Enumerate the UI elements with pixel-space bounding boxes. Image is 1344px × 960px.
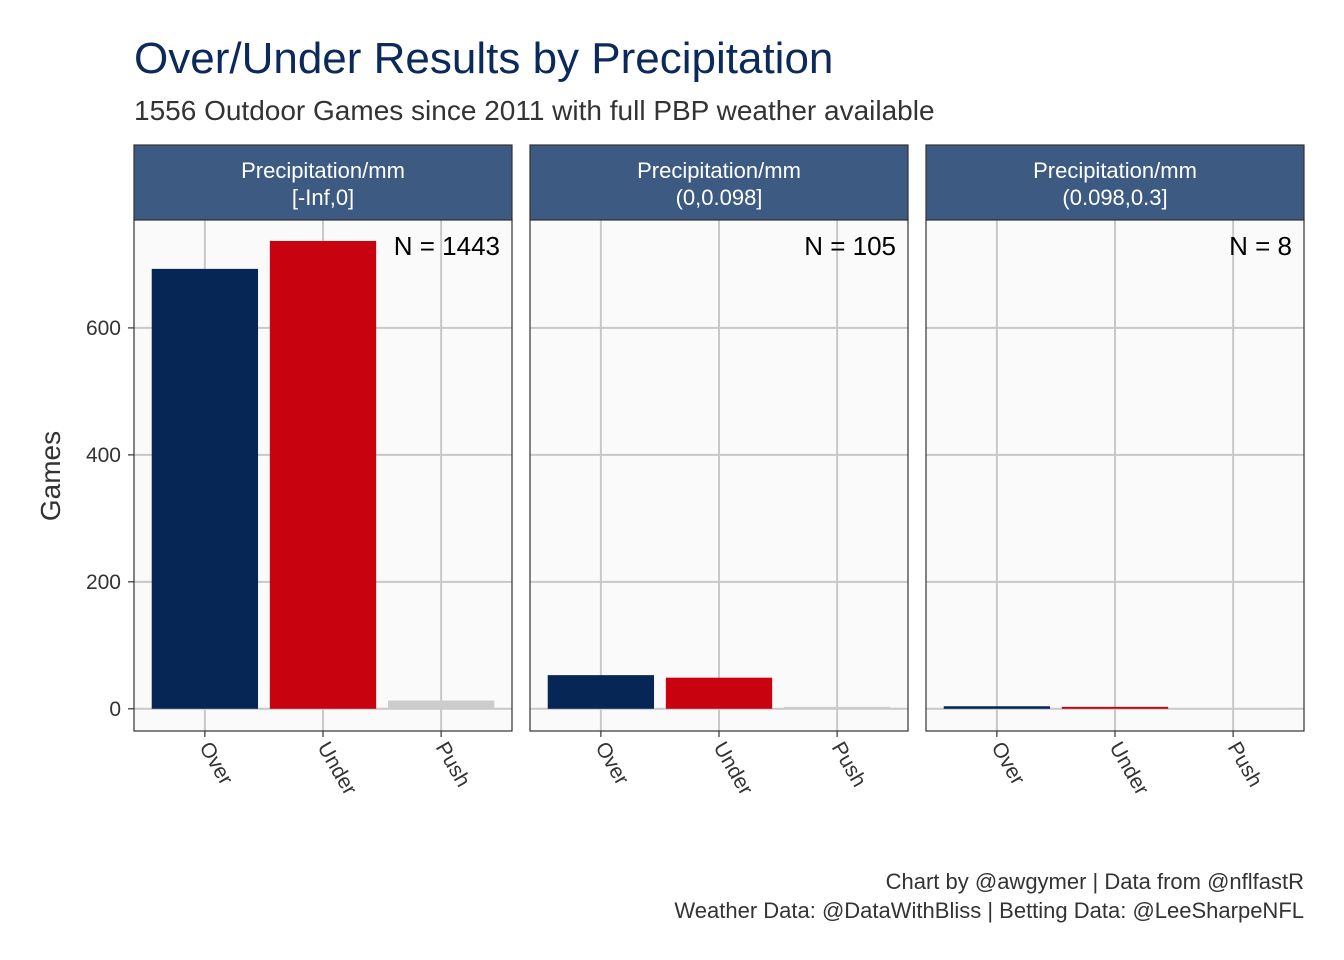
facet-strip-label: (0,0.098]	[676, 185, 763, 210]
y-tick-label: 0	[109, 698, 121, 721]
facet-strip	[133, 144, 513, 221]
bar-under	[1061, 706, 1169, 709]
facet-strip-label: Precipitation/mm	[241, 158, 405, 183]
facet-n-label: N = 8	[1229, 231, 1292, 261]
y-tick-label: 600	[86, 317, 121, 340]
facet-strip-label: [-Inf,0]	[292, 185, 354, 210]
facet-panel-1: Precipitation/mm[-Inf,0] N = 1443 Over Unde…	[133, 144, 513, 799]
facet-strip-label: Precipitation/mm	[637, 158, 801, 183]
facet-panel-2: Precipitation/mm(0,0.098] N = 105 Over Unde…	[529, 144, 909, 799]
facet-n-label: N = 105	[804, 231, 896, 261]
x-tick-label: Under	[313, 738, 362, 799]
x-tick-label: Push	[827, 738, 871, 791]
chart-subtitle: 1556 Outdoor Games since 2011 with full …	[134, 95, 935, 126]
x-tick-label: Over	[987, 738, 1030, 789]
bar-push	[783, 706, 891, 709]
bar-over	[547, 675, 655, 709]
x-tick-label: Over	[591, 738, 634, 789]
x-tick-label: Over	[195, 738, 238, 789]
chart-title: Over/Under Results by Precipitation	[134, 34, 833, 83]
facet-strip	[529, 144, 909, 221]
caption-line-2: Weather Data: @DataWithBliss | Betting D…	[674, 898, 1304, 923]
bar-over	[151, 268, 259, 709]
facet-panel-3: Precipitation/mm(0.098,0.3] N = 8 Over Unde…	[925, 144, 1305, 799]
bar-push	[387, 700, 495, 709]
x-tick-label: Push	[1223, 738, 1267, 791]
x-tick-label: Under	[1105, 738, 1154, 799]
bar-under	[665, 677, 773, 709]
y-tick-label: 400	[86, 444, 121, 467]
caption-line-1: Chart by @awgymer | Data from @nflfastR	[886, 869, 1304, 894]
bar-push	[1179, 708, 1287, 709]
bar-over	[943, 706, 1051, 709]
x-tick-label: Under	[709, 738, 758, 799]
x-tick-label: Push	[431, 738, 475, 791]
facet-strip	[925, 144, 1305, 221]
facet-strip-label: Precipitation/mm	[1033, 158, 1197, 183]
facet-n-label: N = 1443	[394, 231, 500, 261]
facet-strip-label: (0.098,0.3]	[1062, 185, 1167, 210]
bar-under	[269, 240, 377, 709]
y-axis-label: Games	[35, 431, 66, 521]
y-tick-label: 200	[86, 571, 121, 594]
